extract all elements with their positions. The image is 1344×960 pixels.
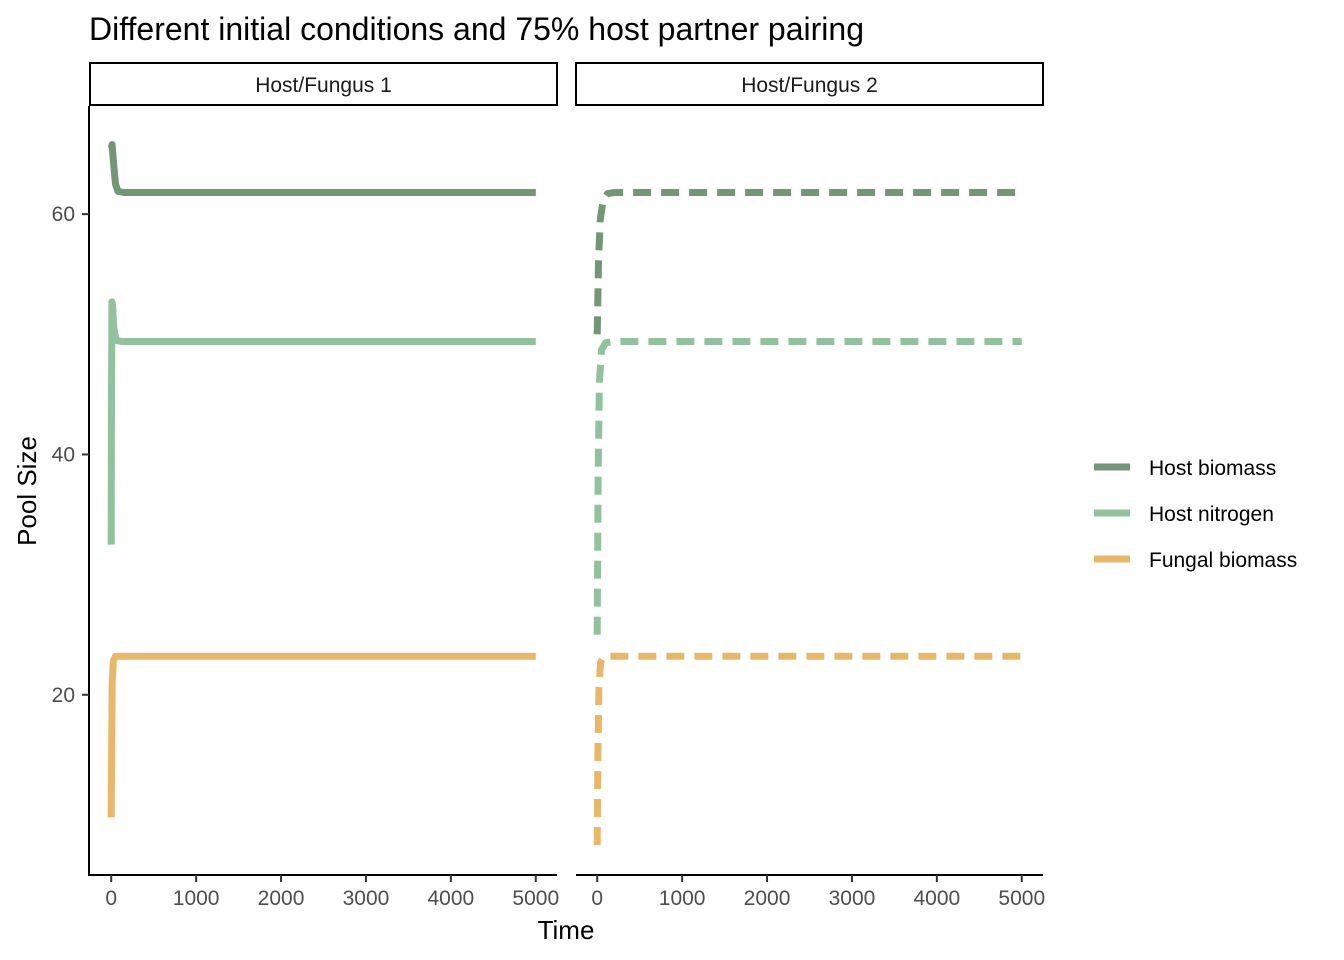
y-tick-label: 40 — [52, 443, 75, 466]
y-tick-label: 60 — [52, 203, 75, 226]
facet-host-fungus-2: Host/Fungus 2 0 1000 2000 3000 4000 5000 — [575, 62, 1045, 910]
y-axis: 20 40 60 — [52, 106, 90, 876]
x-tick-label: 1000 — [659, 887, 706, 910]
facet-2-strip-label: Host/Fungus 2 — [741, 74, 878, 97]
facet-1-panel — [107, 141, 536, 818]
series-line-host-nitrogen-facet-2 — [593, 338, 1022, 635]
x-tick-label: 5000 — [998, 887, 1045, 910]
facet-1-x-axis: 0 1000 2000 3000 4000 5000 — [90, 874, 559, 910]
series-line-host-biomass-facet-2 — [593, 189, 1022, 335]
series-line-host-nitrogen-facet-1 — [107, 298, 536, 545]
legend-label-host-biomass: Host biomass — [1149, 457, 1276, 480]
x-axis-title: Time — [538, 915, 595, 945]
legend-label-fungal-biomass: Fungal biomass — [1149, 549, 1297, 572]
x-tick-label: 5000 — [512, 887, 559, 910]
facet-host-fungus-1: Host/Fungus 1 0 1000 2000 3000 4000 5000 — [89, 62, 559, 910]
y-tick-label: 20 — [52, 684, 75, 707]
legend: Host biomass Host nitrogen Fungal biomass — [1094, 457, 1297, 572]
x-tick-label: 2000 — [258, 887, 305, 910]
chart-title: Different initial conditions and 75% hos… — [89, 11, 864, 47]
facet-2-x-axis: 0 1000 2000 3000 4000 5000 — [576, 874, 1045, 910]
facet-1-strip-label: Host/Fungus 1 — [255, 74, 392, 97]
facet-2-panel — [593, 189, 1022, 846]
x-tick-label: 4000 — [428, 887, 475, 910]
facet-2-strip — [575, 62, 1044, 106]
series-line-fungal-biomass-facet-1 — [107, 652, 536, 818]
series-line-host-biomass-facet-1 — [107, 141, 536, 196]
x-tick-label: 1000 — [173, 887, 220, 910]
x-tick-label: 0 — [591, 887, 603, 910]
x-tick-label: 3000 — [829, 887, 876, 910]
legend-label-host-nitrogen: Host nitrogen — [1149, 503, 1274, 526]
series-line-fungal-biomass-facet-2 — [593, 652, 1022, 846]
y-axis-title: Pool Size — [12, 436, 42, 546]
facet-1-strip — [89, 62, 558, 106]
x-tick-label: 0 — [105, 887, 117, 910]
x-tick-label: 2000 — [744, 887, 791, 910]
x-tick-label: 3000 — [343, 887, 390, 910]
x-tick-label: 4000 — [914, 887, 961, 910]
